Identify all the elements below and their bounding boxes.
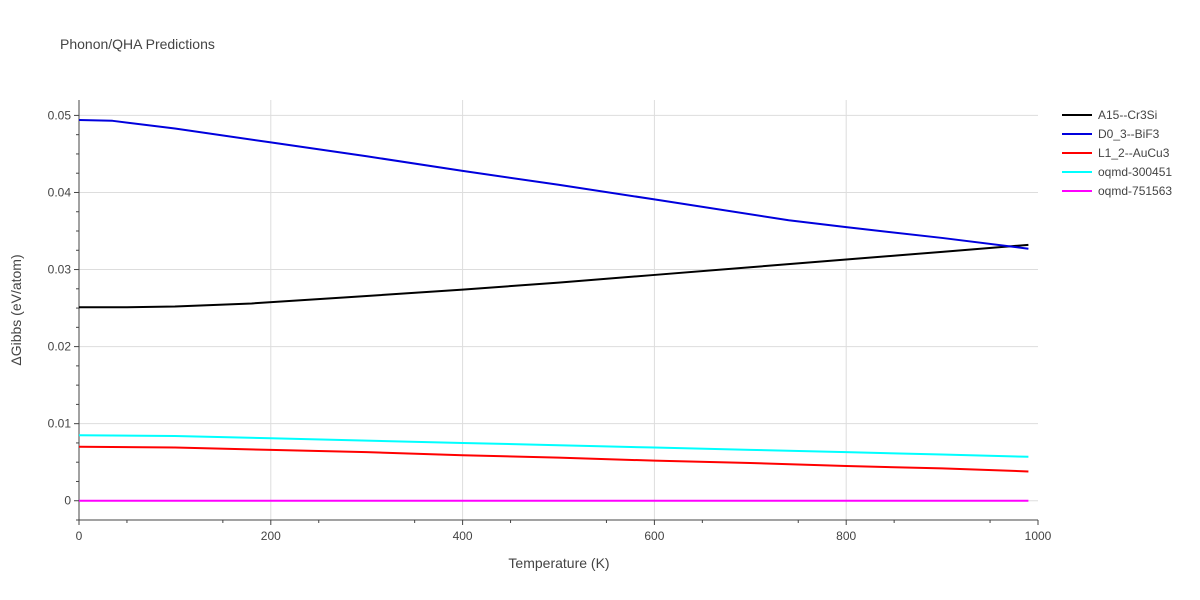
- legend[interactable]: A15--Cr3Si D0_3--BiF3 L1_2--AuCu3 oqmd-3004…: [1062, 108, 1172, 198]
- axes-layer: 0 200 400 600 800 1000 0 0.01 0.02 0.03 0.04 0.05: [48, 100, 1052, 543]
- legend-item[interactable]: L1_2--AuCu3: [1062, 146, 1170, 160]
- y-tick-label: 0.03: [48, 263, 72, 277]
- x-axis-label: Temperature (K): [508, 555, 609, 571]
- y-tick-label: 0: [64, 494, 71, 508]
- y-tick-label: 0.01: [48, 417, 72, 431]
- x-tick-label: 0: [76, 529, 83, 543]
- y-tick-label: 0.05: [48, 108, 72, 122]
- x-tick-label: 200: [261, 529, 281, 543]
- y-tick-label: 0.02: [48, 340, 72, 354]
- series-line-2: [78, 119, 1029, 250]
- x-tick-label: 800: [836, 529, 856, 543]
- legend-label: oqmd-300451: [1098, 165, 1172, 179]
- legend-label: oqmd-751563: [1098, 184, 1172, 198]
- legend-item[interactable]: oqmd-751563: [1062, 184, 1172, 198]
- legend-label: A15--Cr3Si: [1098, 108, 1157, 122]
- legend-item[interactable]: oqmd-300451: [1062, 165, 1172, 179]
- chart-title: Phonon/QHA Predictions: [60, 36, 215, 52]
- series-layer: [78, 119, 1029, 502]
- x-tick-label: 400: [453, 529, 473, 543]
- legend-label: L1_2--AuCu3: [1098, 146, 1170, 160]
- series-line-4: [78, 434, 1029, 458]
- y-tick-label: 0.04: [48, 185, 72, 199]
- series-line-3: [78, 445, 1029, 473]
- legend-label: D0_3--BiF3: [1098, 127, 1160, 141]
- series-line-1: [79, 243, 1029, 309]
- legend-item[interactable]: A15--Cr3Si: [1062, 108, 1157, 122]
- legend-item[interactable]: D0_3--BiF3: [1062, 127, 1160, 141]
- x-tick-label: 600: [644, 529, 664, 543]
- x-tick-label: 1000: [1025, 529, 1052, 543]
- y-axis-label: ΔGibbs (eV/atom): [8, 254, 24, 365]
